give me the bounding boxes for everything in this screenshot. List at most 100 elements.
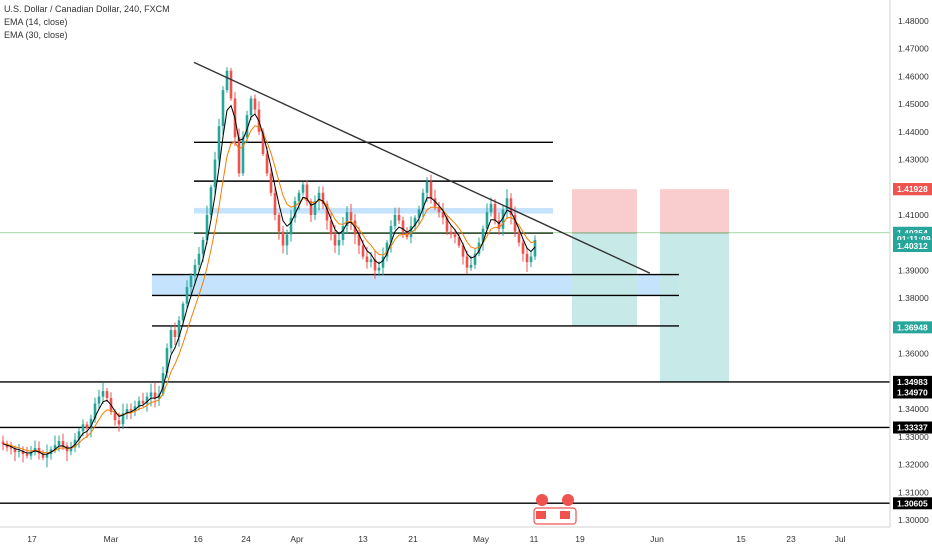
candle-body [421,192,425,210]
candle-body [281,231,285,246]
candle-body [309,201,313,215]
candle-body [105,391,109,399]
candle-body [349,212,353,221]
candle-body [337,239,341,246]
tradingview-calendar-icon[interactable] [533,494,577,525]
time-tick-label: Jun [650,534,664,544]
candle-body [217,126,221,160]
positions-layer[interactable] [572,189,729,382]
candle-body [517,231,521,243]
price-tag-label: 1.33337 [897,423,928,433]
candle-body [277,214,281,232]
time-tick-label: May [473,534,490,544]
candle-body [457,237,461,246]
price-tick-label: 1.43000 [898,154,929,164]
candle-body [433,198,437,207]
candle-body [297,192,301,202]
candle-body [425,181,429,193]
candle-body [461,245,465,257]
candle-body [477,242,481,254]
price-tick-label: 1.38000 [898,293,929,303]
position-risk-box [572,189,637,233]
candle-body [249,98,253,116]
candle-body [237,137,241,174]
candle-body [505,198,509,210]
candle-body [489,203,493,213]
symbol-title[interactable]: U.S. Dollar / Canadian Dollar, 240, FXCM [4,4,170,14]
time-tick-label: 11 [530,534,539,544]
time-tick-label: Mar [104,534,119,544]
candle-body [265,153,269,174]
time-tick-label: 15 [736,534,746,544]
event-marker-icon [562,494,574,506]
price-tick-label: 1.34000 [898,404,929,414]
price-tag [893,183,932,196]
candle-body [345,212,349,227]
candle-body [169,330,173,349]
candle-body [69,447,73,452]
price-tag-label: 01:11:09 [897,234,931,244]
time-tick-label: 24 [241,534,251,544]
candle-body [197,253,201,265]
candle-body [469,264,473,268]
candle-body [225,70,229,91]
candle-body [293,201,297,218]
candle-body [213,159,217,188]
candle-body [381,256,385,268]
price-tick-label: 1.44000 [898,127,929,137]
trendline-layer[interactable] [193,61,651,274]
candle-body [253,98,257,110]
candle-body [413,217,417,227]
position-reward-box [572,232,637,326]
flag-icon [536,511,546,519]
candle-body [117,420,121,425]
candle-body [209,187,213,215]
ema-layer [2,104,536,455]
ema30-line [2,125,536,454]
candle-body [301,184,305,193]
candle-body [373,259,377,271]
candle-body [369,259,373,263]
candle-body [365,256,369,263]
candle-body [417,209,421,218]
candle-body [73,439,77,448]
price-tag [893,421,932,434]
candle-body [393,214,397,227]
candle-body [177,320,181,338]
candle-body [25,454,29,456]
candle-body [497,220,501,229]
price-tag-label: 1.34970 [897,387,928,397]
descending-trendline [193,61,651,274]
candle-body [445,217,449,232]
candle-body [525,253,529,263]
candle-body [529,256,533,263]
ema30-label[interactable]: EMA (30, close) [4,30,68,40]
ema14-label[interactable]: EMA (14, close) [4,17,68,27]
time-tick-label: 23 [786,534,796,544]
flag-icon [560,511,570,519]
time-axis[interactable]: 17 Mar 16 24 Apr 13 21 May 11 19 Jun 15 23 Jul [0,526,890,544]
price-axis[interactable]: 1.48000 1.47000 1.46000 1.45000 1.44000 1.430… [889,0,929,527]
candle-body [81,424,85,432]
resistance-zone [194,208,553,214]
candle-body [173,330,177,338]
ema14-line [2,104,536,455]
candle-body [153,392,157,399]
support-zone [152,274,679,296]
candle-body [361,245,365,257]
zones-layer [152,208,679,296]
candle-body [125,409,129,414]
price-tag [893,240,932,253]
candle-body [97,396,101,404]
time-tick-label: 19 [575,534,585,544]
candle-body [333,234,337,246]
candle-body [481,228,485,243]
price-tick-label: 1.30000 [898,515,929,525]
candle-body [29,452,33,456]
candle-body [313,201,317,215]
candle-body [441,212,445,218]
candle-body [317,192,321,202]
levels-layer[interactable] [0,141,890,504]
